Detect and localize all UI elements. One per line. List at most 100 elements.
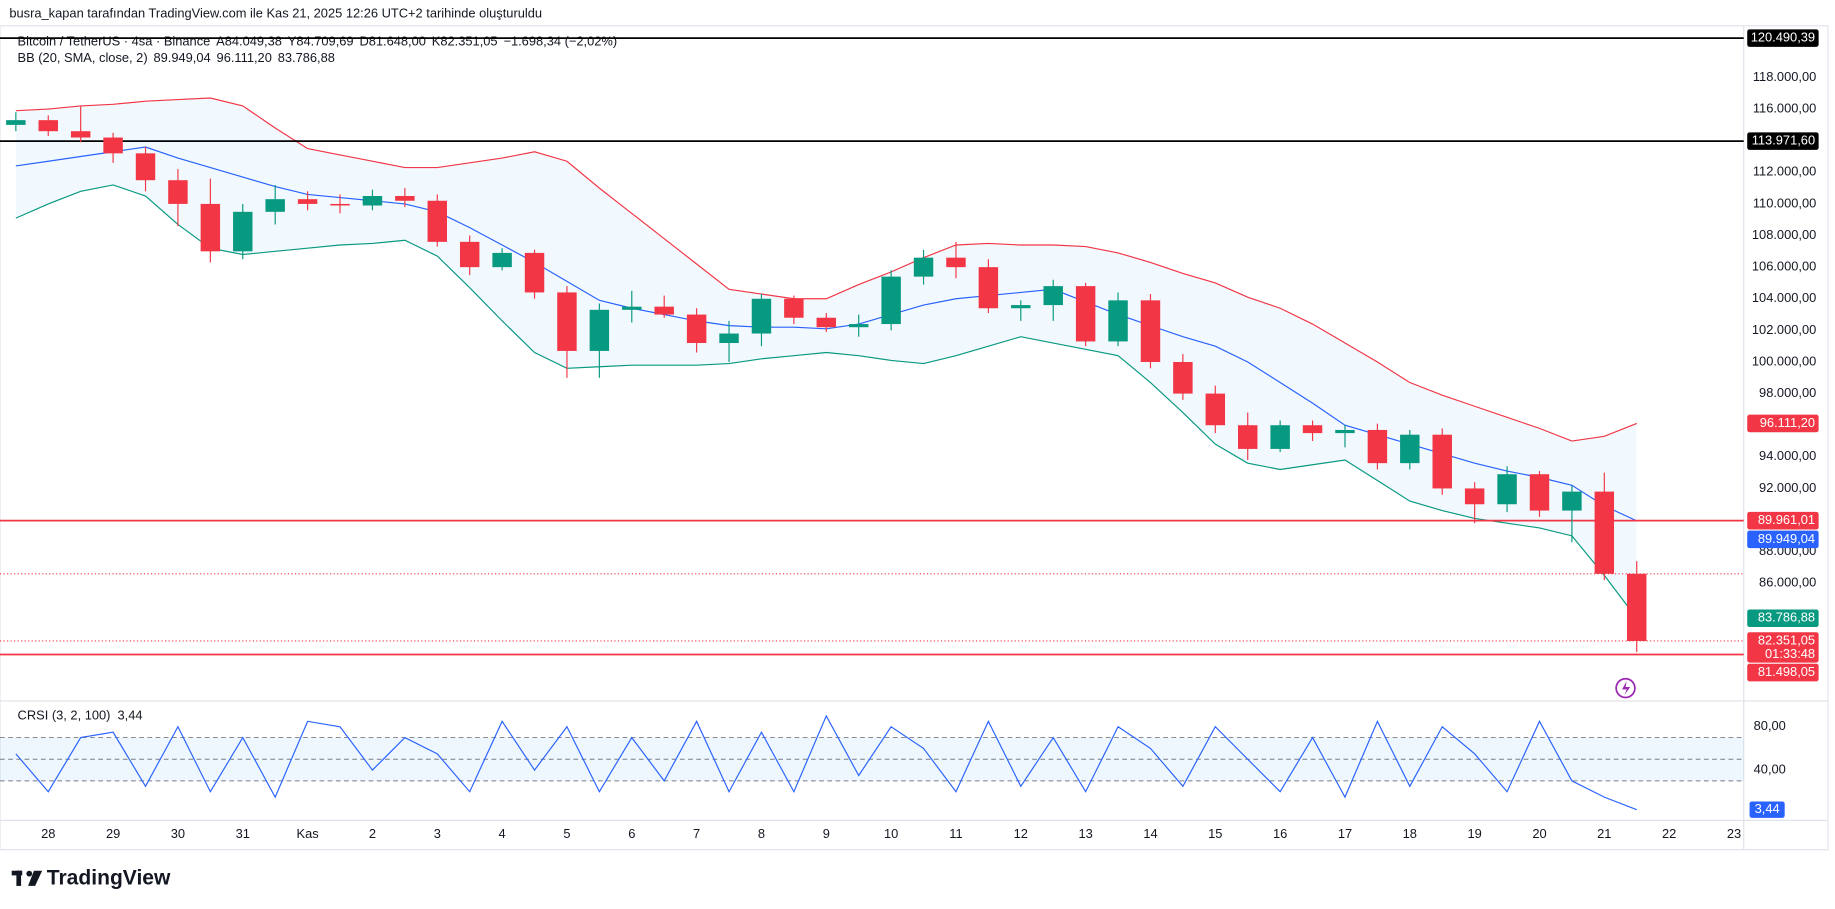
- rsi-title: CRSI (3, 2, 100): [18, 708, 111, 723]
- symbol: Bitcoin / TetherUS · 4sa · Binance: [18, 34, 211, 49]
- band-line: [15, 97, 1637, 442]
- x-tick-label: 22: [1662, 826, 1676, 841]
- x-tick-label: 16: [1273, 826, 1287, 841]
- candle-body: [1140, 300, 1161, 362]
- candle-body: [427, 200, 448, 242]
- x-tick-label: 3: [434, 826, 441, 841]
- badge-label: 3,44: [1755, 801, 1780, 816]
- x-tick-label: 31: [236, 826, 250, 841]
- candle-body: [1011, 305, 1031, 309]
- price-badge: [1747, 530, 1819, 549]
- candle-body: [1335, 429, 1355, 434]
- candle-body: [168, 180, 188, 204]
- countdown: 01:33:48: [1765, 646, 1815, 661]
- indicator-value: 89.949,04: [153, 50, 210, 65]
- x-tick-label: 6: [628, 826, 635, 841]
- candle-body: [459, 241, 480, 268]
- candle-body: [751, 298, 772, 334]
- x-tick-label: 20: [1532, 826, 1546, 841]
- x-tick-label: 13: [1078, 826, 1092, 841]
- candle-body: [1302, 425, 1323, 434]
- candle-body: [200, 203, 221, 252]
- y-tick-label: 118.000,00: [1753, 69, 1816, 84]
- candle-body: [1562, 491, 1582, 511]
- x-tick-label: 14: [1143, 826, 1157, 841]
- badge-label: 82.351,05: [1758, 632, 1815, 647]
- rsi-value: 3,44: [117, 708, 142, 723]
- ohlc-value: Y84.709,69: [288, 34, 354, 49]
- candle-body: [686, 314, 707, 344]
- candle-body: [946, 257, 966, 268]
- y-tick-label: 108.000,00: [1752, 227, 1816, 242]
- candle-body: [1270, 425, 1290, 449]
- price-badge: [1749, 801, 1785, 818]
- candle-body: [70, 131, 91, 138]
- x-tick-label: 23: [1727, 826, 1741, 841]
- x-tick-label: 30: [171, 826, 185, 841]
- alert-icon[interactable]: [1615, 677, 1636, 699]
- candle-body: [1432, 434, 1452, 489]
- candle-body: [395, 196, 415, 201]
- price-badge: [1747, 632, 1819, 663]
- price-badge: [1747, 29, 1819, 47]
- x-tick-label: 21: [1597, 826, 1611, 841]
- candle-body: [881, 276, 901, 325]
- price-badge: [1747, 511, 1819, 530]
- candle-body: [362, 196, 383, 206]
- x-tick-label: 10: [884, 826, 898, 841]
- indicator-value: 83.786,88: [278, 50, 335, 65]
- candle-body: [622, 306, 642, 310]
- rsi-line: [15, 714, 1637, 811]
- candle-body: [297, 199, 318, 204]
- candle-body: [557, 292, 577, 351]
- badge-label: 120.490,39: [1751, 30, 1815, 45]
- x-tick-label: 17: [1338, 826, 1352, 841]
- logo-mark: [16, 870, 22, 886]
- ohlc-value: D81.648,00: [359, 34, 426, 49]
- badge-label: 81.498,05: [1758, 664, 1815, 679]
- candle-body: [492, 252, 512, 268]
- y-tick-label: 106.000,00: [1752, 259, 1816, 274]
- logo: TradingView: [11, 866, 171, 889]
- y-tick-label: 112.000,00: [1753, 164, 1816, 179]
- x-tick-label: 7: [693, 826, 700, 841]
- y-tick-label: 110.000,00: [1753, 195, 1816, 210]
- x-tick-label: 4: [499, 826, 506, 841]
- candle-body: [1400, 434, 1420, 464]
- price-badge: [1747, 414, 1819, 433]
- x-tick-label: 5: [563, 826, 570, 841]
- candle-body: [38, 120, 58, 132]
- x-tick-label: 19: [1467, 826, 1481, 841]
- candle-body: [1075, 286, 1096, 342]
- candle-body: [1108, 300, 1128, 342]
- candle-body: [913, 257, 934, 277]
- logo-text: TradingView: [47, 866, 171, 889]
- price-badge: [1747, 609, 1819, 628]
- candle-body: [719, 333, 739, 344]
- candle-body: [265, 199, 285, 212]
- x-tick-label: Kas: [297, 826, 319, 841]
- y-tick-label: 98.000,00: [1759, 385, 1816, 400]
- candle-body: [135, 153, 156, 181]
- y-tick-label: 104.000,00: [1752, 290, 1816, 305]
- candle-body: [1464, 488, 1485, 505]
- indicator-value: 96.111,20: [217, 50, 272, 65]
- candle-body: [589, 309, 610, 351]
- x-tick-label: 11: [949, 826, 962, 841]
- x-tick-label: 12: [1014, 826, 1028, 841]
- y-tick-label: 116.000,00: [1753, 100, 1816, 115]
- candle-body: [330, 203, 350, 206]
- indicator-name: BB (20, SMA, close, 2): [18, 50, 148, 65]
- y-tick-label: 40,00: [1754, 761, 1786, 776]
- logo-mark: [26, 870, 33, 877]
- candle-body: [1043, 286, 1063, 306]
- price-badge: [1747, 663, 1819, 682]
- badge-label: 89.961,01: [1758, 512, 1815, 527]
- candle-body: [524, 252, 545, 293]
- candle-body: [103, 137, 123, 154]
- candle-body: [1627, 573, 1647, 641]
- y-tick-label: 86.000,00: [1759, 575, 1816, 590]
